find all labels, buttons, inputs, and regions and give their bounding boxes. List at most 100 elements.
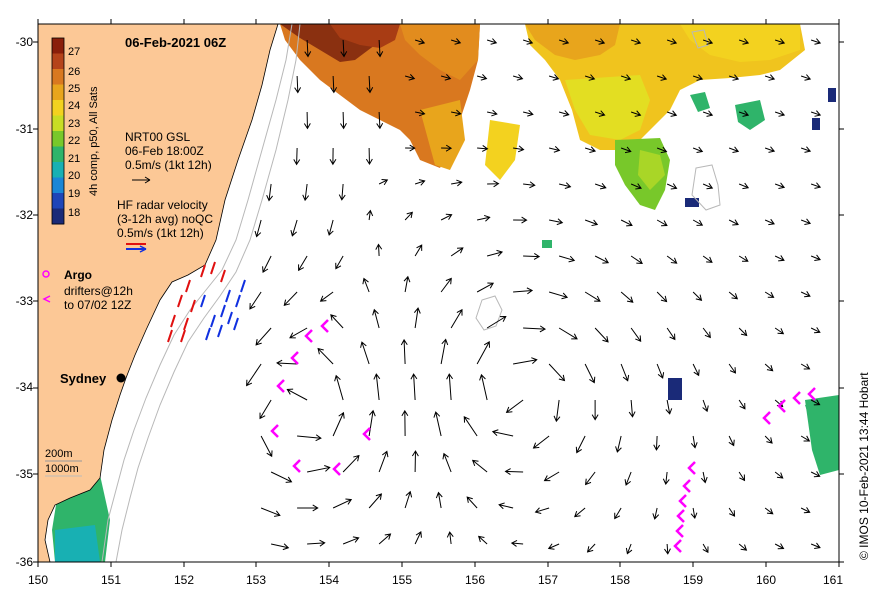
current-arrow [522,38,534,45]
current-arrow [543,471,560,482]
nrt-legend: NRT00 GSL 06-Feb 18:00Z 0.5m/s (1kt 12h) [125,130,212,184]
current-arrow [810,327,821,334]
current-arrow [692,363,700,377]
current-arrow [414,530,422,545]
drifter-track [673,539,682,553]
current-arrow [466,496,478,509]
current-arrow [585,471,596,486]
contour-200-label: 200m [45,448,73,460]
current-arrow [738,38,750,45]
current-arrow [373,373,381,401]
current-arrow [286,388,308,401]
current-arrow [553,399,561,423]
current-arrow [574,507,586,518]
x-tick-label: 159 [683,573,703,587]
current-arrow [620,219,633,227]
hf-legend-scale: 0.5m/s (1kt 12h) [117,226,204,240]
current-arrow [728,507,736,517]
current-arrow [615,435,622,453]
current-arrow [317,347,334,365]
drifter-track [276,379,285,393]
current-arrow [340,111,347,130]
colorbar-tick: 19 [68,188,80,200]
current-arrow [491,429,514,437]
current-arrow [342,536,360,545]
hf-radar-arrow [200,264,206,278]
current-arrow [260,507,281,517]
y-axis-labels: -30 -31 -32 -33 -34 -35 -36 [16,35,34,569]
current-arrow [774,182,786,189]
current-arrow [810,110,822,117]
current-arrow [297,434,322,442]
y-tick-label: -32 [16,208,34,222]
current-arrow [479,373,488,401]
colorbar-swatch [52,53,64,70]
current-arrow [652,507,660,520]
current-arrow [764,435,773,444]
x-tick-label: 152 [174,573,194,587]
current-arrow [702,183,714,190]
colorbar-tick: 23 [68,118,80,130]
current-arrow [486,315,507,329]
x-axis-labels: 150 151 152 153 154 155 156 157 158 159 … [28,573,843,587]
current-arrow [586,543,596,553]
current-arrow [666,255,678,264]
hf-radar-arrow [240,279,246,293]
drifter-track [676,509,685,523]
colorbar-tick: 20 [68,170,80,182]
x-tick-label: 150 [28,573,48,587]
hf-legend-avg: (3-12h avg) noQC [117,212,213,226]
y-tick-label: -36 [16,555,34,569]
axis-ticks [33,19,844,567]
drifters-legend-line1: drifters@12h [64,284,133,298]
colorbar-tick: 18 [68,207,80,219]
current-arrow [450,38,462,45]
current-arrow [276,359,298,367]
hf-radar-arrow [170,314,176,328]
current-arrow [375,243,383,257]
current-arrow [656,146,668,154]
current-arrow [584,74,596,81]
current-arrow [810,254,821,262]
x-tick-label: 158 [610,573,630,587]
current-arrow [591,399,599,421]
current-arrow [297,504,319,512]
nrt-legend-title: NRT00 GSL [125,130,190,144]
current-arrow [692,146,704,154]
sydney-marker [116,373,126,383]
y-tick-label: -33 [16,294,34,308]
hf-legend-title: HF radar velocity [117,198,208,212]
current-arrow [471,459,488,473]
current-arrow [764,218,775,226]
current-arrow [405,144,416,152]
current-arrow [441,144,453,152]
current-arrow [594,255,610,264]
drifters-legend-line2: to 07/02 12Z [64,298,131,312]
hf-radar-arrow [227,311,233,325]
drifter-track [682,479,691,493]
current-arrow [764,507,774,515]
drifter-track [777,399,786,413]
current-arrow [368,409,376,437]
current-arrow [656,219,668,227]
drifter-track [687,461,696,475]
current-arrow [372,308,380,329]
current-arrow [549,218,564,226]
x-tick-label: 151 [101,573,121,587]
drifter-track [332,462,341,476]
current-arrow [625,543,633,555]
current-arrow [630,110,642,117]
current-arrow [476,341,490,365]
current-arrow [523,181,536,189]
current-arrow [365,147,373,166]
current-arrow [774,38,786,45]
current-arrow [334,374,344,401]
drifter-track [270,424,279,438]
hf-radar-arrow [183,317,189,331]
current-arrow [400,338,408,365]
current-arrow [298,255,308,272]
current-arrow [774,255,785,262]
current-arrow [666,327,676,341]
current-arrow [702,327,711,339]
current-arrow [656,74,668,81]
